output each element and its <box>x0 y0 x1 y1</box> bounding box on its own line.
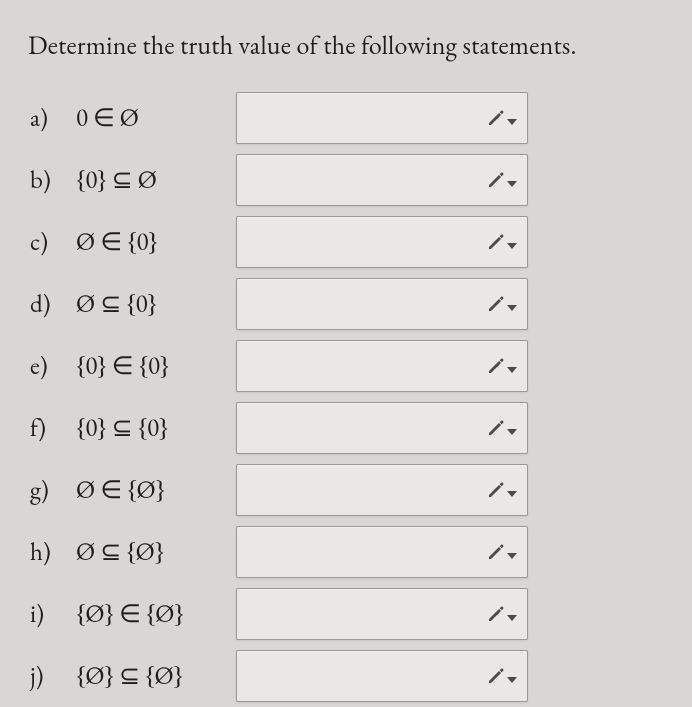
pencil-dropdown-icon[interactable] <box>487 357 517 375</box>
answer-cell <box>236 154 528 206</box>
item-label: d) <box>28 288 68 320</box>
chevron-down-icon <box>507 429 517 435</box>
item-statement: {0} ∈ {0} <box>68 350 228 382</box>
pencil-dropdown-icon[interactable] <box>487 605 517 623</box>
item-label: e) <box>28 350 68 382</box>
item-label: f) <box>28 412 68 444</box>
question-row: a) 0 ∈ Ø <box>28 87 674 149</box>
answer-cell <box>236 464 528 516</box>
chevron-down-icon <box>507 367 517 373</box>
question-row: j) {Ø} ⊆ {Ø} <box>28 645 674 707</box>
answer-cell <box>236 402 528 454</box>
pencil-dropdown-icon[interactable] <box>487 481 517 499</box>
item-statement: {Ø} ⊆ {Ø} <box>68 660 228 692</box>
question-row: b) {0} ⊆ Ø <box>28 149 674 211</box>
item-statement: {0} ⊆ {0} <box>68 412 228 444</box>
item-label: j) <box>28 660 68 692</box>
question-row: g) Ø ∈ {Ø} <box>28 459 674 521</box>
item-statement: 0 ∈ Ø <box>68 102 228 134</box>
chevron-down-icon <box>507 305 517 311</box>
answer-cell <box>236 650 528 702</box>
answer-input[interactable] <box>236 650 528 702</box>
answer-input[interactable] <box>236 154 528 206</box>
question-row: h) Ø ⊆ {Ø} <box>28 521 674 583</box>
answer-input[interactable] <box>236 588 528 640</box>
chevron-down-icon <box>507 553 517 559</box>
answer-input[interactable] <box>236 216 528 268</box>
answer-input[interactable] <box>236 464 528 516</box>
item-label: b) <box>28 164 68 196</box>
question-row: d) Ø ⊆ {0} <box>28 273 674 335</box>
answer-cell <box>236 526 528 578</box>
pencil-dropdown-icon[interactable] <box>487 543 517 561</box>
answer-cell <box>236 92 528 144</box>
question-row: e) {0} ∈ {0} <box>28 335 674 397</box>
answer-cell <box>236 278 528 330</box>
item-label: h) <box>28 536 68 568</box>
instruction-text: Determine the truth value of the followi… <box>28 28 674 63</box>
pencil-dropdown-icon[interactable] <box>487 233 517 251</box>
answer-input[interactable] <box>236 278 528 330</box>
chevron-down-icon <box>507 119 517 125</box>
item-label: c) <box>28 226 68 258</box>
answer-input[interactable] <box>236 402 528 454</box>
pencil-dropdown-icon[interactable] <box>487 171 517 189</box>
question-row: i) {Ø} ∈ {Ø} <box>28 583 674 645</box>
answer-cell <box>236 340 528 392</box>
pencil-dropdown-icon[interactable] <box>487 109 517 127</box>
question-row: c) Ø ∈ {0} <box>28 211 674 273</box>
item-label: i) <box>28 598 68 630</box>
answer-input[interactable] <box>236 340 528 392</box>
answer-input[interactable] <box>236 92 528 144</box>
answer-input[interactable] <box>236 526 528 578</box>
chevron-down-icon <box>507 243 517 249</box>
pencil-dropdown-icon[interactable] <box>487 295 517 313</box>
item-label: a) <box>28 102 68 134</box>
question-row: f) {0} ⊆ {0} <box>28 397 674 459</box>
pencil-dropdown-icon[interactable] <box>487 419 517 437</box>
chevron-down-icon <box>507 615 517 621</box>
item-statement: Ø ⊆ {Ø} <box>68 536 228 568</box>
chevron-down-icon <box>507 491 517 497</box>
item-label: g) <box>28 474 68 506</box>
question-list: a) 0 ∈ Ø b) {0} ⊆ Ø c) Ø ∈ {0} <box>28 87 674 707</box>
answer-cell <box>236 216 528 268</box>
item-statement: Ø ⊆ {0} <box>68 288 228 320</box>
item-statement: {Ø} ∈ {Ø} <box>68 598 228 630</box>
item-statement: Ø ∈ {0} <box>68 226 228 258</box>
answer-cell <box>236 588 528 640</box>
pencil-dropdown-icon[interactable] <box>487 667 517 685</box>
item-statement: {0} ⊆ Ø <box>68 164 228 196</box>
item-statement: Ø ∈ {Ø} <box>68 474 228 506</box>
chevron-down-icon <box>507 677 517 683</box>
chevron-down-icon <box>507 181 517 187</box>
